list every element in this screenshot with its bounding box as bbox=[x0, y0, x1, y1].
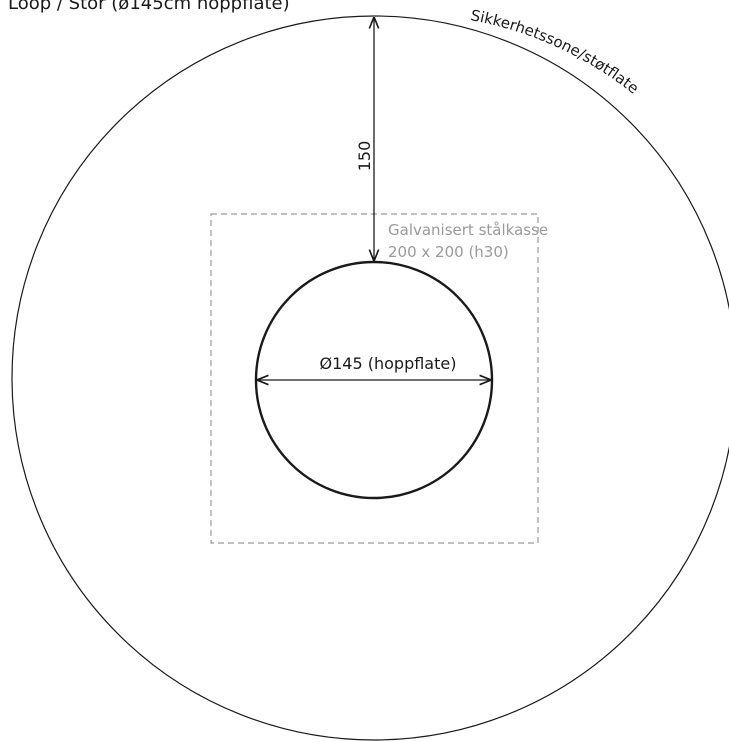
jumping-surface-circle bbox=[254, 260, 494, 500]
steel-box-label-line2: 200 x 200 (h30) bbox=[388, 243, 509, 261]
safety-zone-label: Sikkerhetssone/støtflate bbox=[469, 6, 642, 97]
radial-dimension-label: 150 bbox=[355, 141, 374, 172]
steel-box-label-line1: Galvanisert stålkasse bbox=[388, 221, 548, 239]
diameter-label: Ø145 (hoppflate) bbox=[320, 354, 457, 373]
steel-box-outline bbox=[210, 213, 539, 544]
page-title: Loop / Stor (ø145cm hoppflate) bbox=[8, 0, 290, 14]
safety-zone-circle bbox=[11, 15, 729, 741]
